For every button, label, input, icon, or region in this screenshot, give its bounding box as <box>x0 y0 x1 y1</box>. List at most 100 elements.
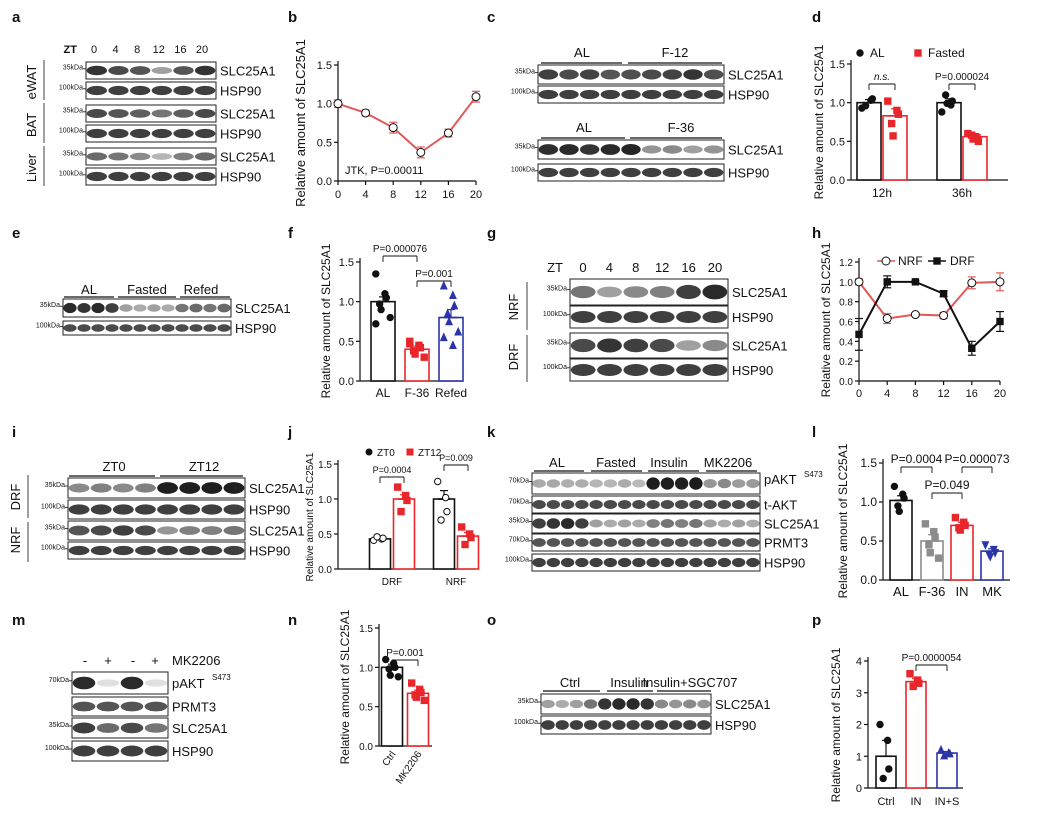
blot-band <box>569 699 584 709</box>
data-point <box>967 278 977 288</box>
blot-band <box>654 699 669 709</box>
data-point <box>443 128 453 138</box>
blot-g-1 <box>569 278 729 306</box>
blot-label: SLC25A1 <box>235 301 291 316</box>
blot-band <box>151 153 173 160</box>
blot-frame <box>71 740 169 762</box>
blot-band <box>538 144 559 155</box>
legend-label: ZT12 <box>418 448 442 459</box>
zt-tick: 16 <box>174 44 186 56</box>
panel-letter-c: c <box>487 9 495 26</box>
blot-band <box>626 698 640 710</box>
blot-band <box>674 477 689 490</box>
kda-marker: 35kDa <box>515 144 535 151</box>
blot-band <box>579 69 600 80</box>
y-axis-title: Relative amount of SLC25A1 <box>819 242 833 397</box>
blot-label: PRMT3 <box>764 536 808 551</box>
blot-band <box>546 499 561 510</box>
blot-band <box>703 69 724 80</box>
y-tick-label: 1.5 <box>359 624 373 635</box>
blot-band <box>72 722 96 734</box>
blot-band <box>702 364 728 376</box>
blot-band <box>532 557 546 568</box>
data-point <box>445 316 454 326</box>
data-point <box>386 313 394 322</box>
blot-label: SLC25A1 <box>220 107 276 122</box>
blot-band <box>697 720 711 730</box>
data-point <box>382 655 390 664</box>
kda-marker: 100kDa <box>511 167 535 174</box>
kda-marker: 35kDa <box>515 69 535 76</box>
blot-band <box>147 324 161 332</box>
blot-m-2 <box>71 696 169 717</box>
group-label: AL <box>549 455 565 470</box>
kda-marker: 35kDa <box>547 286 567 293</box>
blot-band <box>641 167 662 178</box>
y-tick-label: 0.0 <box>317 176 332 188</box>
blot-i-4 <box>67 541 246 560</box>
kda-marker: 35kDa <box>509 518 529 525</box>
blot-band <box>96 679 120 687</box>
y-axis-title: Relative amount of SLC25A1 <box>829 647 843 802</box>
blot-g-3 <box>569 332 729 359</box>
zt-label: ZT <box>547 260 563 275</box>
blot-band <box>597 338 622 353</box>
pakt-label: pAKT <box>764 472 797 487</box>
x-tick-label: 4 <box>884 388 890 400</box>
kda-marker: 100kDa <box>543 364 567 371</box>
x-tick-label: 12 <box>937 388 949 400</box>
blot-band <box>597 286 622 298</box>
x-tick-label: 0 <box>856 388 862 400</box>
blot-band <box>589 519 603 528</box>
blot-a-2 <box>85 104 217 123</box>
blot-band <box>157 482 178 494</box>
data-point <box>876 720 884 729</box>
blot-band <box>96 745 120 757</box>
blot-band <box>144 745 168 757</box>
blot-band <box>640 720 654 730</box>
p-value: P=0.0004 <box>891 452 943 466</box>
group-label: Fasted <box>596 455 636 470</box>
blot-band <box>621 89 641 100</box>
group-label: Ctrl <box>560 675 580 690</box>
data-point <box>890 482 899 491</box>
data-point <box>856 49 864 57</box>
blot-band <box>96 701 120 712</box>
data-point <box>883 278 891 286</box>
blot-band <box>173 85 194 96</box>
kda-marker: 35kDa <box>547 339 567 346</box>
group-label: Insulin <box>650 455 688 470</box>
blot-label: SLC25A1 <box>172 721 228 736</box>
blot-band <box>559 69 579 80</box>
y-tick-label: 1.0 <box>318 495 332 506</box>
panel-letter-g: g <box>487 225 496 242</box>
panel-letter-d: d <box>812 9 821 26</box>
kda-marker: 35kDa <box>63 108 83 115</box>
blot-band <box>570 311 596 323</box>
blot-band <box>598 698 612 710</box>
blot-a-1 <box>85 81 217 100</box>
data-point <box>439 280 448 290</box>
blot-band <box>532 518 546 529</box>
blot-band <box>668 699 683 709</box>
x-tick-label: Ctrl <box>877 796 894 808</box>
blot-band <box>683 720 697 730</box>
panel-letter-m: m <box>12 612 25 629</box>
tissue-label: eWAT <box>24 65 39 100</box>
x-tick-label: 36h <box>952 186 972 200</box>
data-point <box>938 108 946 116</box>
blot-band <box>683 145 703 154</box>
data-point <box>937 744 945 754</box>
zt-tick: 20 <box>708 260 722 275</box>
data-point <box>448 290 457 300</box>
blot-band <box>86 152 108 161</box>
blot-frame <box>531 513 761 534</box>
blot-band <box>135 483 156 493</box>
data-point <box>439 332 448 342</box>
blot-band <box>538 89 559 100</box>
blot-band <box>86 171 108 182</box>
blot-label: SLC25A1 <box>732 339 788 354</box>
blot-band <box>621 167 641 178</box>
blot-band <box>217 303 231 313</box>
blot-label: t-AKT <box>764 498 797 513</box>
